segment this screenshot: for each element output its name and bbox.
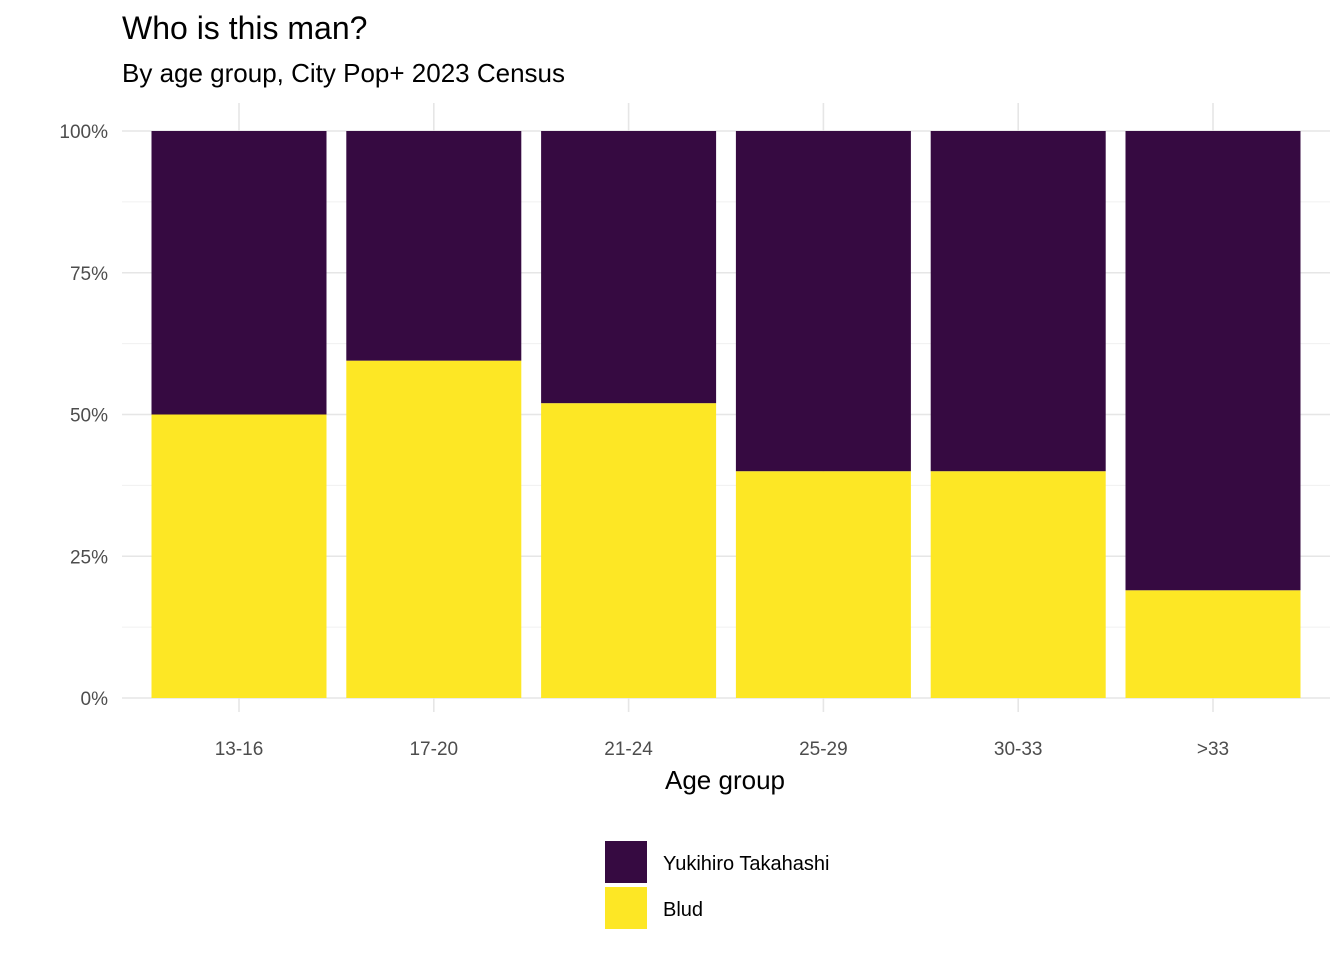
x-tick-label: 30-33 (994, 739, 1043, 760)
x-tick-label: 17-20 (409, 739, 458, 760)
bar-segment (346, 360, 522, 698)
legend-label: Blud (663, 899, 703, 921)
y-tick-label: 0% (81, 689, 109, 710)
x-tick-label: 25-29 (799, 739, 848, 760)
bar-segment (346, 131, 522, 361)
x-tick-label: 13-16 (215, 739, 264, 760)
bar-segment (151, 131, 327, 415)
y-tick-label: 50% (70, 406, 108, 427)
y-tick-label: 75% (70, 264, 108, 285)
x-axis: 13-16 17-20 21-24 25-29 30-33 >33 (215, 739, 1229, 760)
bar-segment (930, 471, 1106, 698)
y-tick-label: 100% (59, 122, 108, 143)
legend: Yukihiro Takahashi Blud (605, 841, 829, 929)
y-tick-label: 25% (70, 547, 108, 568)
bar-segment (541, 403, 717, 698)
bar-segment (1125, 131, 1301, 591)
bar-segment (930, 131, 1106, 472)
bar-segment (151, 414, 327, 698)
x-axis-title: Age group (665, 765, 785, 795)
bar-segment (735, 471, 911, 698)
x-tick-label: 21-24 (604, 739, 653, 760)
bar-segment (541, 131, 717, 404)
legend-key (605, 841, 647, 883)
x-tick-label: >33 (1197, 739, 1229, 760)
chart-title: Who is this man? (122, 10, 368, 46)
legend-key (605, 887, 647, 929)
chart-subtitle: By age group, City Pop+ 2023 Census (122, 58, 566, 88)
bar-segment (1125, 590, 1301, 698)
bar-segment (735, 131, 911, 472)
legend-label: Yukihiro Takahashi (663, 853, 829, 875)
y-axis: 0% 25% 50% 75% 100% (59, 122, 108, 710)
bar-layer (151, 131, 1301, 698)
